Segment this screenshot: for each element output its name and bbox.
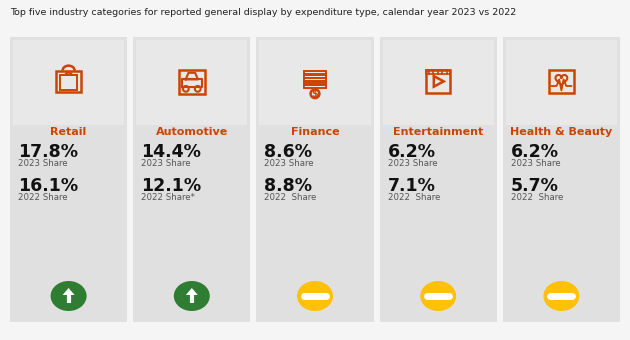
Text: 2022 Share*: 2022 Share* bbox=[141, 193, 195, 202]
Text: 6.2%: 6.2% bbox=[511, 143, 559, 161]
Text: Finance: Finance bbox=[290, 127, 340, 137]
Text: 2022 Share: 2022 Share bbox=[18, 193, 67, 202]
Text: 2023 Share: 2023 Share bbox=[141, 159, 191, 168]
FancyBboxPatch shape bbox=[382, 40, 494, 125]
FancyBboxPatch shape bbox=[260, 40, 370, 125]
Text: 2023 Share: 2023 Share bbox=[18, 159, 67, 168]
Ellipse shape bbox=[50, 281, 86, 311]
Text: Top five industry categories for reported general display by expenditure type, c: Top five industry categories for reporte… bbox=[10, 8, 516, 17]
Text: 2022  Share: 2022 Share bbox=[511, 193, 563, 202]
FancyBboxPatch shape bbox=[136, 40, 248, 125]
FancyBboxPatch shape bbox=[380, 37, 497, 322]
Ellipse shape bbox=[174, 281, 210, 311]
Text: 8.6%: 8.6% bbox=[265, 143, 312, 161]
FancyBboxPatch shape bbox=[506, 40, 617, 125]
Text: Automotive: Automotive bbox=[156, 127, 228, 137]
Text: Health & Beauty: Health & Beauty bbox=[510, 127, 612, 137]
Text: 2022  Share: 2022 Share bbox=[387, 193, 440, 202]
FancyBboxPatch shape bbox=[133, 37, 250, 322]
Text: Entertainment: Entertainment bbox=[393, 127, 483, 137]
FancyBboxPatch shape bbox=[10, 37, 127, 322]
Text: 6.2%: 6.2% bbox=[387, 143, 435, 161]
Text: 12.1%: 12.1% bbox=[141, 177, 202, 195]
Text: 7.1%: 7.1% bbox=[387, 177, 435, 195]
Text: 14.4%: 14.4% bbox=[141, 143, 201, 161]
Text: $: $ bbox=[312, 89, 318, 99]
Text: 16.1%: 16.1% bbox=[18, 177, 78, 195]
FancyBboxPatch shape bbox=[503, 37, 620, 322]
Text: 2023 Share: 2023 Share bbox=[387, 159, 437, 168]
Text: 2022  Share: 2022 Share bbox=[265, 193, 317, 202]
Ellipse shape bbox=[544, 281, 580, 311]
Text: 8.8%: 8.8% bbox=[265, 177, 312, 195]
Text: 2023 Share: 2023 Share bbox=[265, 159, 314, 168]
Polygon shape bbox=[62, 288, 74, 295]
Text: 2023 Share: 2023 Share bbox=[511, 159, 561, 168]
Ellipse shape bbox=[297, 281, 333, 311]
FancyBboxPatch shape bbox=[13, 40, 124, 125]
FancyBboxPatch shape bbox=[256, 37, 374, 322]
Text: 5.7%: 5.7% bbox=[511, 177, 559, 195]
Polygon shape bbox=[186, 288, 198, 295]
Text: Retail: Retail bbox=[50, 127, 87, 137]
Text: 17.8%: 17.8% bbox=[18, 143, 78, 161]
Ellipse shape bbox=[420, 281, 456, 311]
